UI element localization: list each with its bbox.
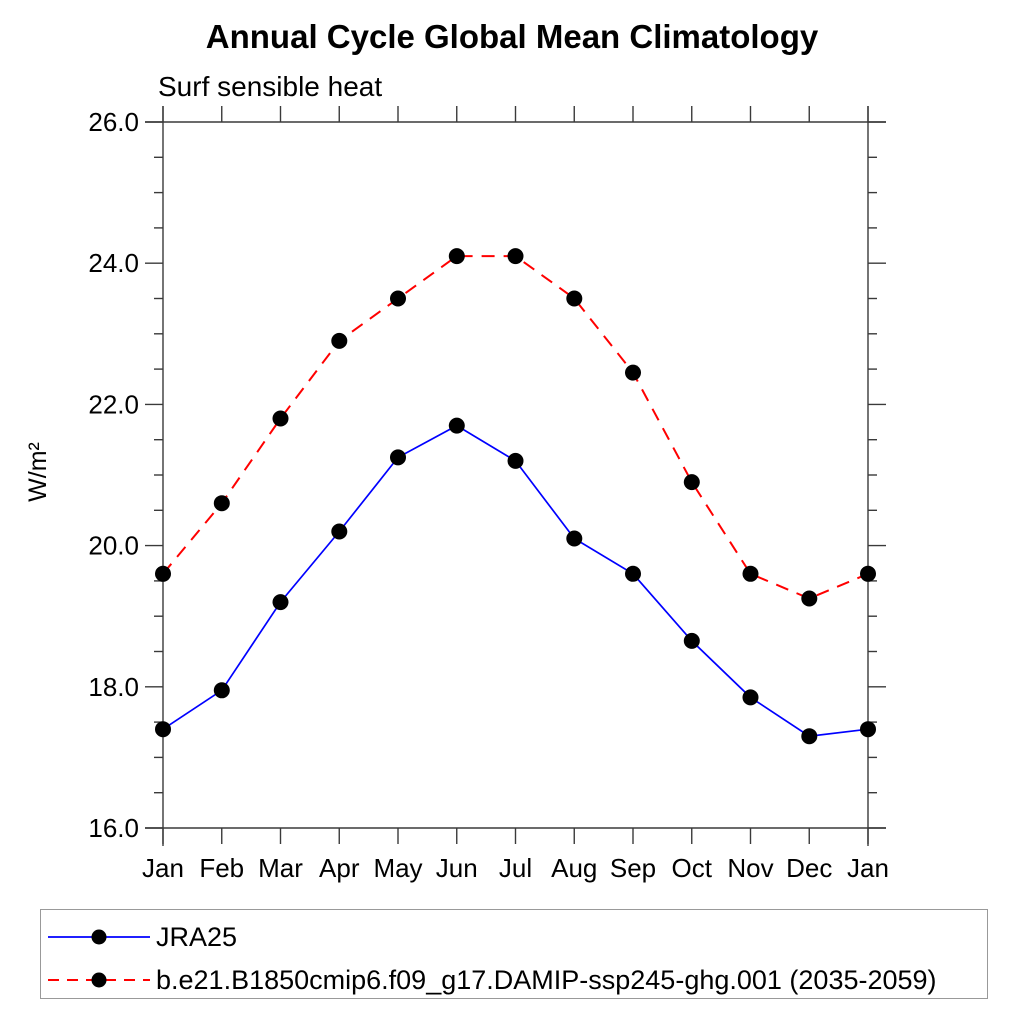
series-0-marker-Oct [683,632,700,649]
legend-label-jra25: JRA25 [156,921,238,952]
series-0-marker-Nov [742,689,759,706]
x-tick-label: Feb [199,853,244,883]
series-line-1 [162,255,869,600]
legend-box: JRA25 b.e21.B1850cmip6.f09_g17.DAMIP-ssp… [40,909,988,999]
series-0-marker-Jan [155,721,171,738]
x-tick-label: Jan [142,853,184,883]
legend-item-model-run: b.e21.B1850cmip6.f09_g17.DAMIP-ssp245-gh… [46,965,937,995]
series-0-marker-Dec [801,728,818,745]
legend-sample-marker-0 [91,929,107,945]
chart-subtitle: Surf sensible heat [158,71,383,102]
x-tick-label: Jul [499,853,532,883]
chart-title: Annual Cycle Global Mean Climatology [205,18,819,55]
series-0-marker-Apr [331,523,348,540]
series-1-marker-Mar [272,410,289,427]
series-1-marker-Sep [625,364,641,381]
x-tick-label: Dec [786,853,832,883]
series-1-marker-Jul [507,248,524,265]
series-1-marker-Jan [860,565,876,582]
x-tick-label: Oct [672,853,713,883]
series-line-0 [162,424,869,738]
x-tick-label: Jun [436,853,478,883]
legend-sample-marker-1 [91,972,107,988]
series-1-marker-Nov [742,565,759,582]
x-tick-label: Jan [847,853,889,883]
series-0-marker-Jul [507,452,524,469]
series-1-marker-Oct [683,474,700,491]
series-1-marker-Jun [448,248,465,265]
series-1-marker-Apr [331,332,348,349]
series-1-marker-May [390,290,406,307]
legend-line-sample-blue [48,929,150,945]
series-1-marker-Aug [566,290,583,307]
series-0-marker-Feb [213,682,230,699]
y-tick-label: 18.0 [88,672,139,702]
legend-item-jra25: JRA25 [46,922,237,952]
series-0-marker-Aug [566,530,583,547]
series-1-marker-Jan [155,565,171,582]
x-tick-label: Aug [551,853,597,883]
series-1-marker-Feb [213,495,230,512]
x-tick-label: May [373,853,422,883]
legend-line-sample-red-dashed [48,972,150,988]
series-0-marker-Jan [860,721,876,738]
y-tick-label: 16.0 [88,813,139,843]
x-tick-label: Mar [258,853,303,883]
y-tick-label: 22.0 [88,389,139,419]
y-tick-label: 24.0 [88,248,139,278]
x-tick-label: Apr [319,853,360,883]
y-tick-label: 20.0 [88,531,139,561]
line-chart-plot-area: Jan Feb Mar Apr May Jun Jul Aug Sep Oct Nov Dec Jan1… [24,106,889,883]
x-tick-label: Nov [727,853,773,883]
y-tick-label: 26.0 [88,107,139,137]
series-0-marker-May [390,449,406,466]
x-tick-label: Sep [610,853,656,883]
y-axis-title: W/m² [24,442,52,502]
series-0-marker-Sep [625,565,641,582]
series-0-marker-Jun [448,417,465,434]
series-1-marker-Dec [801,590,818,607]
series-0-marker-Mar [272,594,289,611]
legend-label-model-run: b.e21.B1850cmip6.f09_g17.DAMIP-ssp245-gh… [156,964,937,995]
